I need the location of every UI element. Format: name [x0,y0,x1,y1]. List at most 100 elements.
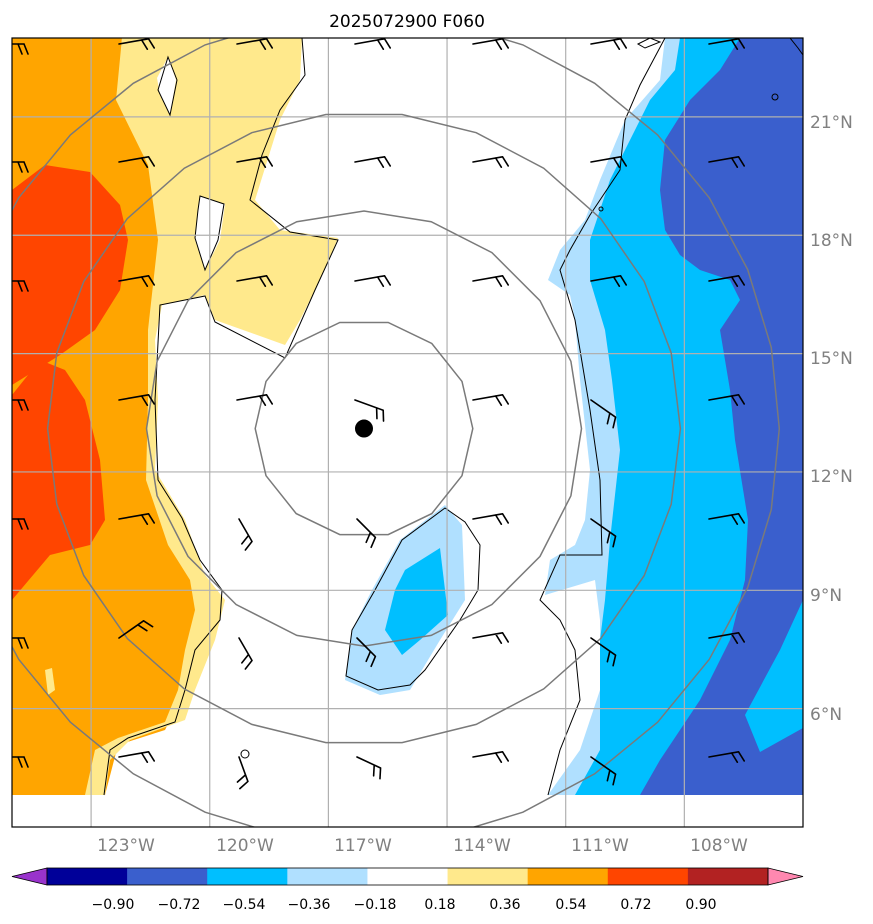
wind-barb [118,619,154,639]
colorbar: −0.90 −0.72 −0.54 −0.36 −0.18 0.18 0.36 … [11,867,804,913]
colorbar-tick: 0.18 [424,897,455,913]
wind-barb [12,280,29,292]
wind-barb [590,756,617,786]
lon-label-114w: 114°W [453,836,511,856]
wind-barb [236,155,274,168]
colorbar-tick: −0.36 [288,897,331,913]
wind-barb [354,399,385,422]
lat-label-12n: 12°N [810,467,853,487]
wind-barb [354,38,392,50]
wind-barb [236,393,274,406]
range-ring [46,113,682,744]
white-pocket-north [157,57,176,115]
colorbar-tick: −0.90 [92,897,135,913]
wind-barb [12,637,29,649]
wind-barb [12,43,29,55]
wind-barb [12,756,29,768]
colorbar-tick-labels: −0.90 −0.72 −0.54 −0.36 −0.18 0.18 0.36 … [92,897,717,913]
wind-barb [708,393,746,406]
range-rings [12,38,781,827]
lat-label-21n: 21°N [810,113,853,133]
wind-barb [238,637,253,670]
wind-barb [590,518,617,548]
wind-barb [12,518,29,530]
wind-barb [356,637,377,668]
colorbar-outline [46,867,769,886]
wind-barb [472,750,510,763]
range-ring [254,321,474,536]
wind-barb [590,155,628,168]
wind-barb [238,518,253,551]
map-area [12,38,803,827]
black-contours [103,38,803,796]
wind-barb [118,155,156,168]
wind-barb [356,756,382,780]
colorbar-extend-high [767,867,804,886]
wind-barbs [12,38,746,790]
lon-label-108w: 108°W [690,836,748,856]
wind-barb [236,38,274,50]
colorbar-extend-low [11,867,48,886]
latitude-labels: 21°N 18°N 15°N 12°N 9°N 6°N [810,113,853,725]
colorbar-tick: −0.72 [158,897,201,913]
wind-barb [472,512,510,525]
colorbar-tick: 0.72 [620,897,651,913]
colorbar-cell [607,868,689,885]
wind-barb [118,512,156,525]
wind-barb [356,518,377,549]
deep-sky-blue-tongue [385,548,448,655]
bottom-blank-strip [12,795,803,827]
colorbar-cells [11,867,804,886]
range-ring [145,210,583,647]
storm-center-marker [354,419,373,438]
colorbar-cell [367,868,449,885]
wind-barb [236,274,274,287]
map-frame [11,37,804,828]
wind-barb [708,155,746,168]
deep-sky-blue-notch [745,600,803,752]
wind-barb [118,274,156,287]
range-ring [12,38,781,827]
lat-label-18n: 18°N [810,231,853,251]
wind-barb [472,631,510,644]
wind-barb [12,161,29,173]
wind-barb [708,631,746,644]
lat-label-6n: 6°N [810,705,842,725]
wind-barb [236,756,249,790]
colorbar-cell [527,868,609,885]
wind-barb [708,274,746,287]
wind-barb [12,399,29,411]
longitude-labels: 123°W 120°W 117°W 114°W 111°W 108°W [97,836,748,856]
lon-label-111w: 111°W [571,836,629,856]
wind-barb [118,750,156,763]
light-yellow-tip [45,668,55,695]
lon-label-117w: 117°W [334,836,392,856]
wind-barb [708,750,746,763]
lon-label-123w: 123°W [97,836,155,856]
lat-label-9n: 9°N [810,586,842,606]
wind-barb [472,155,510,168]
lat-lon-gridlines [12,38,803,827]
royal-blue-region-east [640,38,803,795]
light-yellow-band [85,38,338,795]
red-orange-region-lower [12,360,105,600]
wind-barb [590,38,628,50]
colorbar-tick: −0.54 [223,897,266,913]
lat-label-15n: 15°N [810,349,853,369]
wind-barb [118,38,156,50]
wind-barb [472,274,510,287]
wind-barb [118,393,156,406]
wind-barb [472,38,510,50]
colorbar-cell [287,868,368,885]
colorbar-cell [207,868,288,885]
map-title: 2025072900 F060 [329,12,485,32]
wind-barb [708,38,746,50]
wind-barb [354,155,392,168]
wind-barb [590,274,628,287]
wind-barb [590,399,617,429]
wind-barb [708,512,746,525]
colorbar-tick: −0.18 [354,897,397,913]
colorbar-cell [47,868,128,885]
wind-barb [354,274,392,287]
